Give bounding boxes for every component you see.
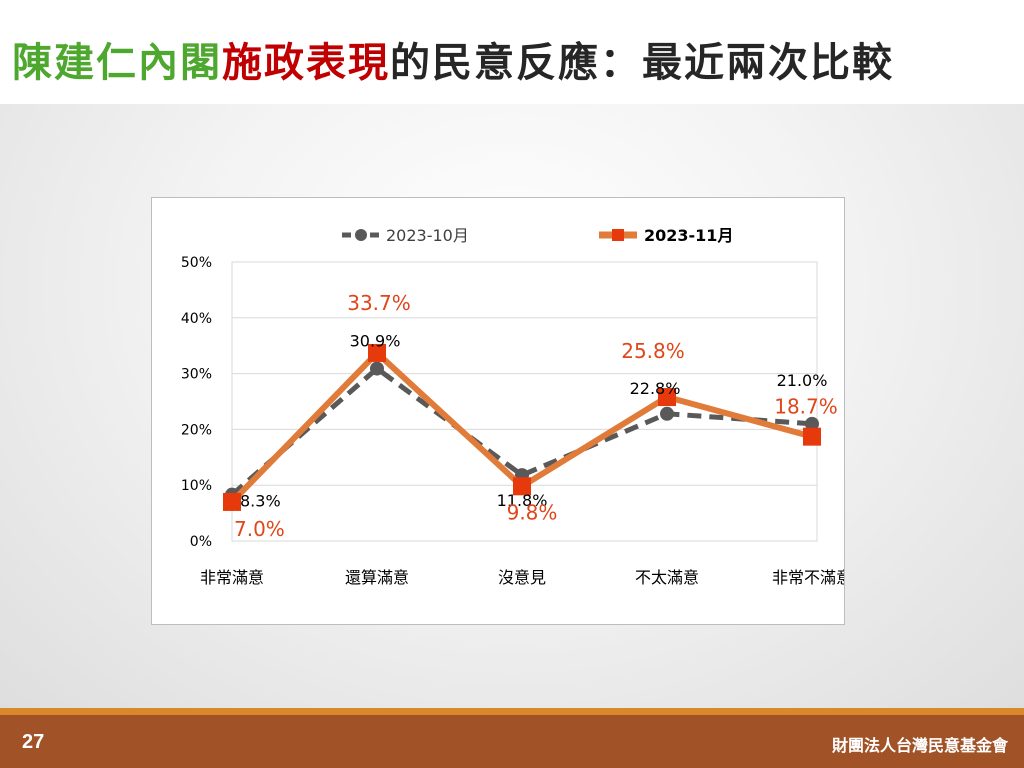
data-point-nov bbox=[658, 388, 676, 407]
y-axis-ticks: 0% 10% 20% 30% 40% 50% bbox=[181, 255, 212, 550]
page-number: 27 bbox=[22, 731, 45, 753]
title-segment-performance: 施政表現 bbox=[222, 40, 390, 86]
data-point-nov bbox=[368, 343, 386, 362]
x-tick-label: 非常滿意 bbox=[200, 568, 264, 587]
data-point-nov bbox=[223, 492, 241, 511]
data-label-oct: 21.0% bbox=[777, 371, 828, 390]
x-tick-label: 沒意見 bbox=[498, 568, 546, 587]
title-segment-cabinet: 陳建仁內閣 bbox=[12, 40, 222, 86]
y-tick-label: 30% bbox=[181, 367, 212, 383]
footer-bar: 27 財團法人台灣民意基金會 bbox=[0, 715, 1024, 768]
data-label-nov: 25.8% bbox=[621, 339, 685, 363]
series bbox=[223, 343, 821, 511]
data-label-oct: 11.8% bbox=[497, 491, 548, 510]
organization-name: 財團法人台灣民意基金會 bbox=[831, 736, 1008, 755]
legend-label-nov: 2023-11月 bbox=[644, 226, 733, 245]
gridlines bbox=[231, 261, 818, 542]
title-segment-rest: 的民意反應：最近兩次比較 bbox=[390, 40, 894, 86]
data-label-oct: 8.3% bbox=[240, 492, 281, 511]
data-label-nov: 7.0% bbox=[234, 517, 285, 541]
data-label-oct: 30.9% bbox=[350, 332, 401, 351]
data-labels: 8.3% 30.9% 11.8% 22.8% 21.0% 7.0% 33.7% 9.8% 25.… bbox=[234, 291, 838, 541]
legend-marker-nov bbox=[612, 229, 624, 241]
y-tick-label: 20% bbox=[181, 422, 212, 438]
data-point-nov bbox=[803, 427, 821, 446]
y-tick-label: 10% bbox=[181, 478, 212, 494]
data-point-nov bbox=[513, 477, 531, 496]
page-title: 陳建仁內閣施政表現的民意反應：最近兩次比較 bbox=[12, 30, 894, 88]
series-line-oct bbox=[230, 366, 813, 497]
legend-label-oct: 2023-10月 bbox=[386, 226, 469, 245]
data-label-nov: 33.7% bbox=[347, 291, 411, 315]
chart-panel: 0% 10% 20% 30% 40% 50% 非常滿意 還算滿意 沒意見 不太滿意 非常不滿意 2… bbox=[151, 197, 852, 625]
title-bar: 陳建仁內閣施政表現的民意反應：最近兩次比較 bbox=[0, 0, 1024, 104]
data-label-nov: 18.7% bbox=[774, 395, 838, 419]
y-tick-label: 50% bbox=[181, 255, 212, 271]
x-tick-label: 非常不滿意 bbox=[772, 568, 844, 587]
line-chart: 0% 10% 20% 30% 40% 50% 非常滿意 還算滿意 沒意見 不太滿意 非常不滿意 2… bbox=[181, 226, 852, 587]
x-tick-label: 還算滿意 bbox=[345, 568, 409, 587]
x-tick-label: 不太滿意 bbox=[635, 568, 699, 587]
y-tick-label: 0% bbox=[190, 534, 212, 550]
legend: 2023-10月 2023-11月 bbox=[342, 226, 733, 245]
data-label-oct: 22.8% bbox=[630, 379, 681, 398]
legend-marker-oct bbox=[355, 229, 367, 241]
data-point-oct bbox=[660, 406, 674, 421]
footer-accent-line bbox=[0, 708, 1024, 715]
data-point-oct bbox=[370, 361, 384, 376]
data-label-nov: 9.8% bbox=[507, 500, 558, 524]
data-point-oct bbox=[805, 416, 819, 431]
x-axis-ticks: 非常滿意 還算滿意 沒意見 不太滿意 非常不滿意 bbox=[200, 568, 852, 587]
y-tick-label: 40% bbox=[181, 311, 212, 327]
